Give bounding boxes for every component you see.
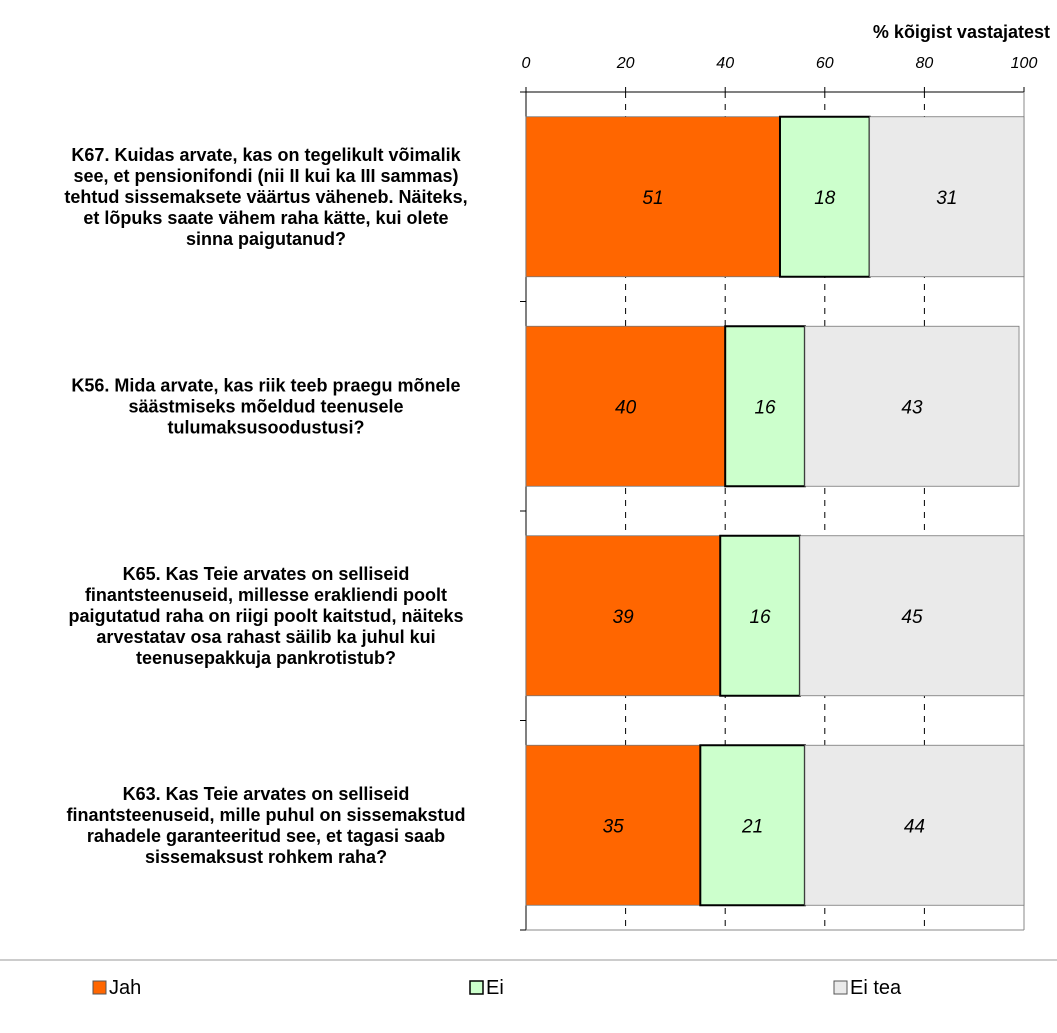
category-label: K63. Kas Teie arvates on selliseid finant… <box>66 784 465 867</box>
bar-segment <box>699 744 806 907</box>
bar-segment <box>804 744 1025 906</box>
x-tick-label: 80 <box>916 55 934 72</box>
category-label-line: sinna paigutanud? <box>186 229 346 249</box>
x-tick-label: 20 <box>616 55 635 72</box>
bar-segment <box>525 325 726 487</box>
data-label: 44 <box>904 816 925 837</box>
bar-segment <box>778 115 871 278</box>
bar-segment <box>525 744 701 906</box>
category-label-line: K56. Mida arvate, kas riik teeb praegu m… <box>71 375 460 395</box>
legend-label: Jah <box>109 977 141 999</box>
category-label-line: see, et pensionifondi (nii II kui ka III… <box>73 166 458 186</box>
category-label-line: säästmiseks mõeldud teenusele <box>128 396 403 416</box>
category-labels: K67. Kuidas arvate, kas on tegelikult võ… <box>64 145 467 867</box>
category-label: K65. Kas Teie arvates on selliseid finant… <box>68 564 463 668</box>
x-tick-label: 0 <box>522 55 531 72</box>
data-label: 43 <box>901 397 923 418</box>
data-label: 45 <box>901 607 923 628</box>
category-label-line: rahadele garanteeritud see, et tagasi sa… <box>87 826 445 846</box>
category-label-line: finantsteenuseid, mille puhul on sissema… <box>66 805 465 825</box>
bar-segment <box>525 535 721 697</box>
bar-segment <box>719 534 801 697</box>
bar-segment <box>525 116 781 278</box>
category-label-line: finantsteenuseid, millesse erakliendi po… <box>85 585 447 605</box>
category-label: K56. Mida arvate, kas riik teeb praegu m… <box>71 375 460 437</box>
data-label: 51 <box>642 188 663 209</box>
data-label: 39 <box>613 607 635 628</box>
category-label-line: et lõpuks saate vähem raha kätte, kui ol… <box>83 208 448 228</box>
category-label-line: arvestatav osa rahast säilib ka juhul ku… <box>96 627 435 647</box>
x-axis-title: % kõigist vastajatest <box>873 22 1050 42</box>
category-label: K67. Kuidas arvate, kas on tegelikult võ… <box>64 145 467 249</box>
category-label-line: sissemaksust rohkem raha? <box>145 847 387 867</box>
legend-swatch <box>833 980 848 995</box>
data-label: 21 <box>741 816 763 837</box>
legend: Jah Ei Ei tea <box>92 977 902 999</box>
bar-segment <box>869 116 1025 278</box>
bar-segment <box>804 325 1020 487</box>
legend-label: Ei tea <box>850 977 902 999</box>
legend-label: Ei <box>486 977 504 999</box>
category-label-line: tulumaksusoodustusi? <box>167 417 364 437</box>
category-label-line: K63. Kas Teie arvates on selliseid <box>123 784 410 804</box>
category-label-line: paigutatud raha on riigi poolt kaitstud,… <box>68 606 463 626</box>
legend-swatch <box>92 980 107 995</box>
bars: 51 18 31 40 16 43 39 16 45 35 21 44 <box>525 115 1025 907</box>
x-tick-label: 60 <box>816 55 834 72</box>
data-label: 16 <box>749 607 771 628</box>
x-tick-label: 100 <box>1011 55 1038 72</box>
data-label: 35 <box>603 816 625 837</box>
legend-swatch <box>469 980 484 995</box>
category-label-line: tehtud sissemaksete väärtus väheneb. Näi… <box>64 187 467 207</box>
category-label-line: teenusepakkuja pankrotistub? <box>136 648 396 668</box>
bar-segment <box>799 535 1025 697</box>
x-tick-label: 40 <box>716 55 734 72</box>
category-label-line: K65. Kas Teie arvates on selliseid <box>123 564 410 584</box>
data-label: 40 <box>615 397 637 418</box>
category-label-line: K67. Kuidas arvate, kas on tegelikult võ… <box>71 145 461 165</box>
data-label: 16 <box>754 397 776 418</box>
data-label: 31 <box>936 188 957 209</box>
data-label: 18 <box>814 188 836 209</box>
